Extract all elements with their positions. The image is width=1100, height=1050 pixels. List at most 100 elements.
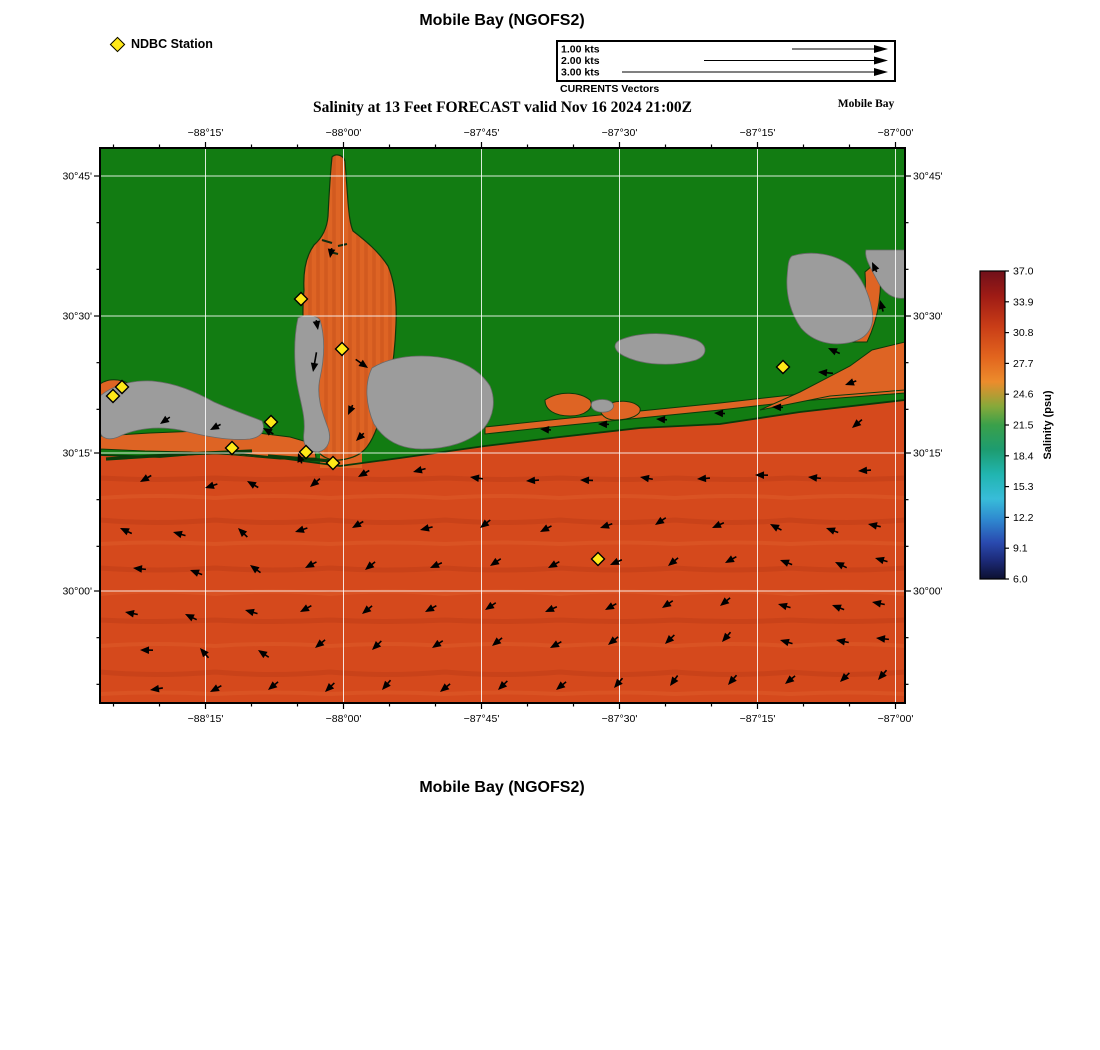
current-vector-arrow (305, 560, 317, 568)
current-vector-arrow (348, 404, 356, 415)
current-vector-arrow (485, 601, 497, 610)
svg-text:33.9: 33.9 (1013, 296, 1034, 308)
svg-text:−88°00': −88°00' (326, 127, 362, 139)
svg-text:2.00 kts: 2.00 kts (561, 55, 600, 67)
current-vector-arrow (580, 476, 594, 485)
current-vector-arrow (828, 348, 841, 356)
current-vector-arrow (133, 565, 147, 573)
svg-text:30°15': 30°15' (62, 448, 92, 460)
perdido-bay-water (544, 392, 592, 417)
current-vector-arrow (263, 428, 274, 436)
current-vector-arrow (712, 520, 725, 528)
ndbc-station-marker (298, 444, 314, 460)
page-title: Mobile Bay (NGOFS2) (419, 12, 585, 29)
ndbc-station-marker (105, 388, 121, 404)
current-vector-arrow (610, 557, 623, 565)
svg-text:9.1: 9.1 (1013, 543, 1028, 555)
current-vector-arrow (608, 636, 619, 645)
current-vector-arrow (728, 674, 738, 685)
current-vector-arrow (325, 682, 335, 692)
svg-text:−87°00': −87°00' (878, 713, 914, 725)
svg-text:1.00 kts: 1.00 kts (561, 44, 600, 56)
current-vector-arrow (614, 677, 624, 688)
current-vector-arrow (835, 562, 848, 570)
ndbc-station-marker (293, 291, 309, 307)
current-vector-arrow (205, 481, 218, 489)
current-vector-arrow (818, 368, 834, 377)
svg-text:−87°15': −87°15' (740, 713, 776, 725)
current-vector-arrow (720, 597, 731, 606)
nodata-inland-northeast (614, 333, 706, 365)
svg-text:−88°00': −88°00' (326, 713, 362, 725)
svg-text:30°30': 30°30' (913, 311, 943, 323)
current-vector-arrow (662, 599, 674, 608)
current-vector-arrow (598, 420, 610, 429)
current-vector-arrow (722, 631, 732, 642)
current-vector-arrow (832, 604, 845, 612)
svg-text:37.0: 37.0 (1013, 266, 1034, 278)
current-vector-arrow (714, 409, 726, 418)
current-vector-arrow (300, 604, 312, 612)
svg-text:30.8: 30.8 (1013, 327, 1034, 339)
delta-marsh-1 (321, 239, 333, 244)
current-vector-arrow (872, 262, 880, 273)
current-vector-arrow (670, 675, 679, 686)
forecast-subtitle: Salinity at 13 Feet FORECAST valid Nov 1… (312, 99, 693, 116)
current-vector-arrow (640, 474, 653, 483)
current-vector-arrow (490, 557, 502, 566)
current-vector-arrow (785, 675, 796, 684)
current-vector-arrow (352, 520, 364, 528)
current-vector-arrow (420, 524, 433, 532)
current-vector-arrow (372, 640, 382, 650)
svg-text:−87°00': −87°00' (878, 127, 914, 139)
axis-and-colorbar-layer: −88°15' −88°15' −88°00' −88°00' −87°45' −87°4… (62, 127, 1054, 725)
ndbc-station-marker (263, 414, 279, 430)
svg-text:−87°30': −87°30' (602, 127, 638, 139)
current-vector-arrow (878, 300, 886, 312)
current-vector-arrow (190, 569, 203, 577)
current-vector-arrow (605, 602, 617, 610)
current-vector-arrow (327, 248, 336, 258)
current-vector-arrow (140, 474, 152, 482)
current-vector-arrow (655, 516, 667, 525)
current-vector-arrow (430, 560, 443, 568)
colorbar-label: Salinity (psu) (1042, 390, 1054, 459)
current-vector-arrow (250, 565, 261, 574)
current-vector-arrow (297, 453, 305, 464)
current-vector-arrow (268, 681, 279, 690)
current-vector-arrow (545, 604, 558, 612)
svg-text:12.2: 12.2 (1013, 512, 1034, 524)
pensacola-bay-entrance (759, 341, 905, 411)
current-vector-arrow (780, 638, 793, 647)
map-layers (100, 148, 905, 703)
current-vector-arrow (425, 604, 437, 612)
current-vector-arrow (878, 669, 888, 680)
current-vector-arrow (440, 683, 451, 692)
current-vector-arrow (150, 684, 163, 693)
svg-text:−87°45': −87°45' (464, 127, 500, 139)
ndbc-station-marker (334, 341, 350, 357)
svg-text:30°45': 30°45' (913, 171, 943, 183)
current-vector-arrow (480, 519, 491, 528)
current-vector-arrow (770, 524, 782, 532)
current-vector-arrow (780, 559, 793, 567)
salinity-map: −88°15' −88°15' −88°00' −88°00' −87°45' −87°4… (62, 127, 1054, 725)
current-vector-arrow (356, 431, 366, 441)
delta-marsh-2 (337, 243, 348, 247)
current-vector-arrow (498, 680, 508, 690)
current-vector-arrow (120, 528, 133, 536)
current-vector-arrow (173, 530, 186, 539)
current-vector-arrow (548, 560, 560, 568)
current-vector-arrow (840, 672, 850, 682)
current-vector-arrow (413, 466, 426, 474)
ndbc-station-marker (775, 359, 791, 375)
current-vector-arrow (125, 609, 138, 618)
ndbc-station-marker (590, 551, 606, 567)
current-vector-arrow (875, 556, 888, 565)
svg-text:21.5: 21.5 (1013, 420, 1034, 432)
ndbc-station-marker (224, 440, 240, 456)
nodata-bay-west-shore (294, 315, 330, 453)
current-vector-arrow (470, 474, 483, 483)
svg-text:30°45': 30°45' (62, 171, 92, 183)
